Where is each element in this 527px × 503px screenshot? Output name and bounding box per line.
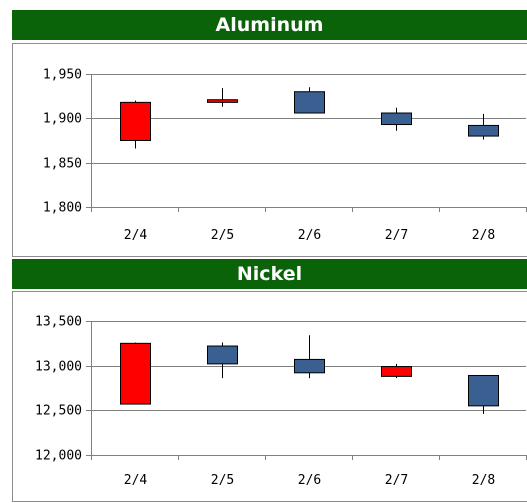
candle-body [468,374,499,407]
candle-body [294,91,325,114]
y-tick-label: 12,000 [35,449,82,464]
nickel-title: Nickel [236,263,303,285]
y-tick-label: 1,800 [43,201,82,216]
candle-body [120,342,151,405]
x-tick-label: 2/6 [298,228,321,243]
x-tick-label: 2/4 [124,228,148,243]
nickel-candlestick-chart: 12,000 12,500 13,000 13,500 2/4 2/5 2/6 2/7 2/8 [35,315,527,488]
y-tick-label: 13,000 [35,360,82,375]
x-tick-label: 2/7 [385,228,408,243]
nickel-chart-panel: 12,000 12,500 13,000 13,500 2/4 2/5 2/6 2/7 2/8 [12,291,527,502]
x-tick-label: 2/7 [385,473,408,488]
candle-body [120,101,151,141]
x-tick-label: 2/8 [472,473,495,488]
aluminum-title: Aluminum [215,14,324,36]
candle-body [381,366,412,377]
nickel-title-banner: Nickel [12,259,527,289]
candle-body [468,124,499,137]
aluminum-candlestick-chart: 1,800 1,850 1,900 1,950 2/4 2/5 2/6 2/7 2/8 [43,68,527,243]
x-tick-label: 2/5 [211,228,234,243]
y-tick-label: 1,900 [43,112,82,127]
aluminum-chart-panel: 1,800 1,850 1,900 1,950 2/4 2/5 2/6 2/7 2/8 [12,43,527,257]
candle-body [294,358,325,374]
y-tick-label: 13,500 [35,315,82,330]
candle-body [207,99,238,103]
y-tick-label: 1,850 [43,157,82,172]
y-tick-label: 12,500 [35,404,82,419]
x-tick-label: 2/8 [472,228,495,243]
candle-body [381,112,412,126]
y-tick-label: 1,950 [43,68,82,83]
candle-body [207,345,238,365]
x-tick-label: 2/5 [211,473,234,488]
aluminum-title-banner: Aluminum [12,10,527,40]
x-tick-label: 2/4 [124,473,148,488]
x-tick-label: 2/6 [298,473,321,488]
